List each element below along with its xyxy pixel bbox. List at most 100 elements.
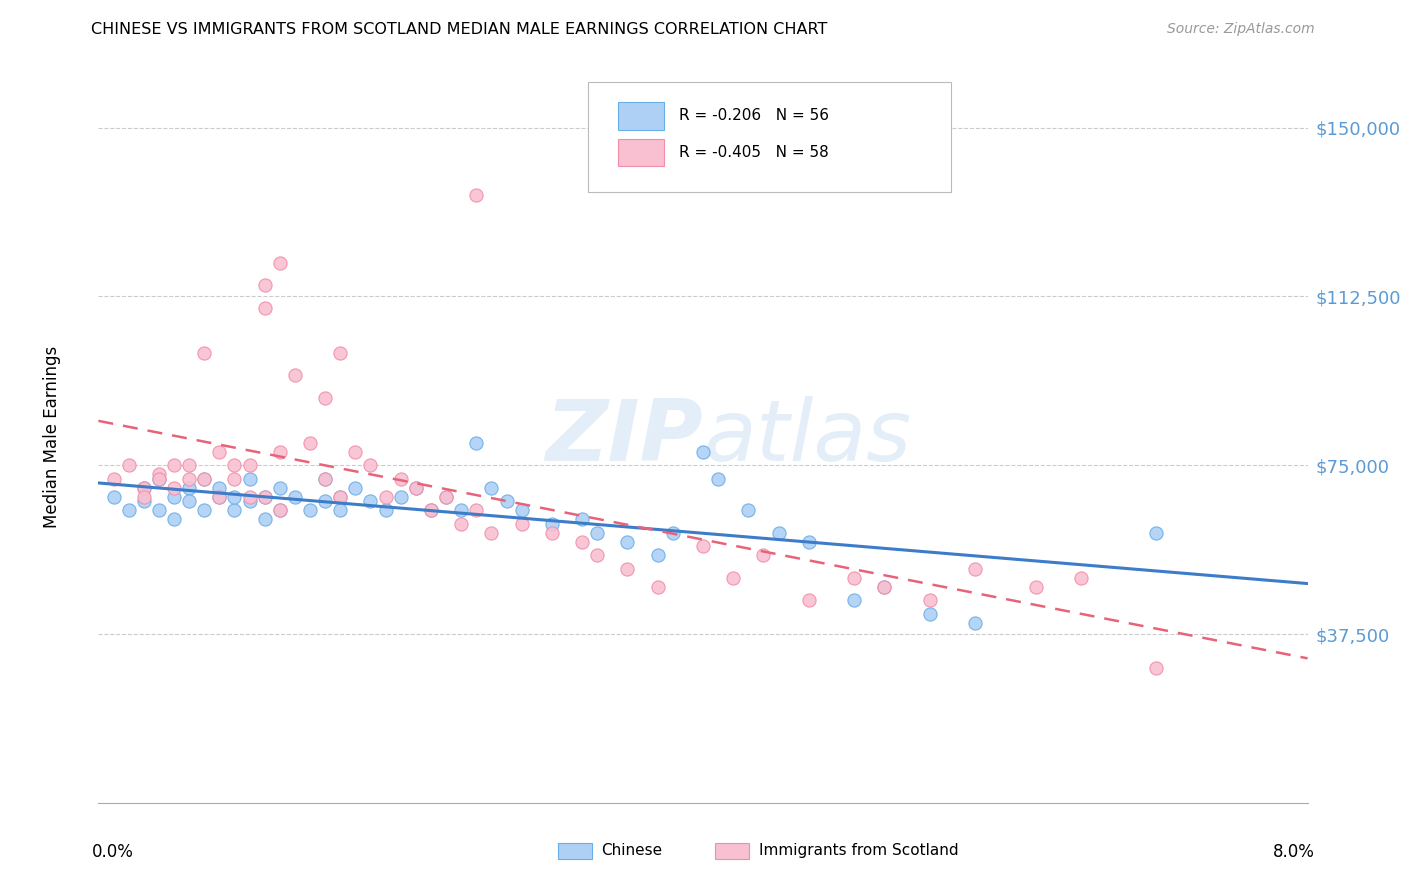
Point	[314, 472, 336, 486]
Point	[1146, 661, 1168, 675]
Point	[253, 490, 276, 504]
Point	[481, 481, 503, 495]
Point	[329, 490, 352, 504]
Point	[465, 435, 488, 450]
Point	[132, 494, 155, 508]
Point	[965, 562, 987, 576]
Point	[224, 458, 246, 473]
Point	[193, 345, 215, 359]
Point	[148, 467, 170, 482]
Point	[586, 548, 609, 562]
Point	[707, 472, 730, 486]
Point	[1070, 571, 1092, 585]
Point	[132, 481, 155, 495]
Point	[132, 490, 155, 504]
Point	[314, 391, 336, 405]
Point	[179, 458, 201, 473]
Point	[314, 472, 336, 486]
Point	[193, 472, 215, 486]
Point	[481, 525, 503, 540]
Point	[374, 490, 396, 504]
Text: CHINESE VS IMMIGRANTS FROM SCOTLAND MEDIAN MALE EARNINGS CORRELATION CHART: CHINESE VS IMMIGRANTS FROM SCOTLAND MEDI…	[91, 22, 828, 37]
Text: Chinese: Chinese	[602, 843, 662, 858]
Text: R = -0.405   N = 58: R = -0.405 N = 58	[679, 145, 828, 160]
Point	[329, 490, 352, 504]
Point	[208, 444, 231, 458]
Point	[434, 490, 457, 504]
Point	[586, 525, 609, 540]
Point	[284, 490, 307, 504]
Point	[269, 444, 291, 458]
Point	[737, 503, 759, 517]
Bar	[619, 138, 664, 167]
Bar	[716, 843, 749, 859]
Text: ZIP: ZIP	[546, 395, 703, 479]
Point	[647, 548, 669, 562]
Point	[389, 490, 412, 504]
Point	[873, 580, 896, 594]
Point	[284, 368, 307, 383]
Text: Median Male Earnings: Median Male Earnings	[44, 346, 62, 528]
Point	[540, 525, 562, 540]
Point	[253, 301, 276, 315]
Point	[253, 512, 276, 526]
Point	[163, 458, 186, 473]
Point	[239, 490, 262, 504]
Point	[510, 516, 533, 531]
Point	[360, 494, 382, 508]
Point	[450, 516, 472, 531]
Point	[616, 562, 638, 576]
Point	[389, 472, 412, 486]
Point	[1025, 580, 1047, 594]
Point	[118, 458, 141, 473]
FancyBboxPatch shape	[588, 82, 950, 192]
Point	[344, 444, 367, 458]
Point	[239, 472, 262, 486]
Point	[239, 458, 262, 473]
Point	[179, 481, 201, 495]
Text: R = -0.206   N = 56: R = -0.206 N = 56	[679, 109, 828, 123]
Point	[269, 255, 291, 269]
Point	[224, 503, 246, 517]
Point	[148, 472, 170, 486]
Point	[239, 494, 262, 508]
Point	[420, 503, 443, 517]
Point	[405, 481, 427, 495]
Point	[208, 490, 231, 504]
Point	[616, 534, 638, 549]
Point	[344, 481, 367, 495]
Point	[269, 503, 291, 517]
Point	[208, 490, 231, 504]
Point	[193, 503, 215, 517]
Point	[299, 503, 322, 517]
Text: 8.0%: 8.0%	[1272, 843, 1315, 861]
Point	[179, 494, 201, 508]
Text: 0.0%: 0.0%	[91, 843, 134, 861]
Point	[420, 503, 443, 517]
Point	[269, 503, 291, 517]
Point	[163, 481, 186, 495]
Point	[571, 534, 593, 549]
Point	[918, 607, 941, 621]
Point	[450, 503, 472, 517]
Point	[253, 490, 276, 504]
Point	[224, 490, 246, 504]
Point	[148, 503, 170, 517]
Point	[118, 503, 141, 517]
Point	[1146, 525, 1168, 540]
Point	[314, 494, 336, 508]
Point	[797, 534, 820, 549]
Point	[103, 490, 125, 504]
Point	[103, 472, 125, 486]
Point	[374, 503, 396, 517]
Point	[360, 458, 382, 473]
Point	[571, 512, 593, 526]
Point	[844, 593, 866, 607]
Point	[540, 516, 562, 531]
Point	[163, 490, 186, 504]
Point	[965, 615, 987, 630]
Bar	[619, 102, 664, 130]
Point	[434, 490, 457, 504]
Point	[465, 503, 488, 517]
Point	[329, 345, 352, 359]
